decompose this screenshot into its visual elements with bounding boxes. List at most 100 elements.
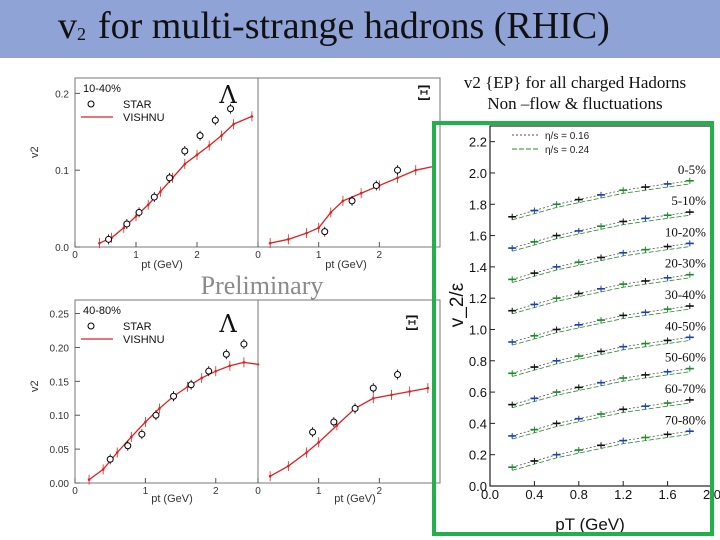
vishnu-point bbox=[220, 134, 223, 137]
x-tick-label: 2 bbox=[213, 486, 219, 497]
x-tick-label: 0 bbox=[255, 250, 261, 261]
x-tick-label: 2 bbox=[377, 486, 383, 497]
hadron-plot-frame bbox=[489, 125, 713, 487]
centrality-label: 10-40% bbox=[83, 83, 121, 95]
hadron-y-tick-label: 1.0 bbox=[469, 322, 487, 337]
star-point bbox=[369, 384, 377, 392]
vishnu-point bbox=[200, 376, 203, 380]
highlight-frame bbox=[432, 121, 714, 536]
hadron-band-curve-2 bbox=[512, 246, 690, 283]
vishnu-line bbox=[269, 387, 428, 477]
hadron-y-tick-label: 0.0 bbox=[469, 479, 487, 494]
hadron-x-tick-label: 1.6 bbox=[659, 487, 677, 502]
star-point bbox=[309, 428, 317, 436]
vishnu-point bbox=[305, 451, 308, 454]
vishnu-point bbox=[414, 168, 418, 172]
slide-title: v2 for multi-strange hadrons (RHIC) bbox=[58, 4, 610, 48]
hadron-legend-label-1: η/s = 0.16 bbox=[545, 131, 590, 142]
y-tick-label: 0.00 bbox=[50, 479, 70, 490]
x-tick-label: 2 bbox=[194, 250, 200, 261]
x-tick-label: 1 bbox=[143, 486, 149, 497]
y-tick-label: 0.20 bbox=[50, 343, 70, 354]
vishnu-point bbox=[426, 386, 430, 390]
centrality-label: 70-80% bbox=[665, 412, 706, 427]
y-tick-label: 0.0 bbox=[55, 243, 69, 254]
vishnu-point bbox=[207, 144, 211, 147]
star-point bbox=[196, 132, 204, 140]
vishnu-point bbox=[371, 396, 375, 400]
vishnu-point bbox=[329, 211, 333, 214]
y-tick-label: 0.05 bbox=[50, 445, 70, 456]
star-point bbox=[152, 411, 160, 419]
hadron-y-axis-label: v_2/ε bbox=[447, 282, 468, 327]
legend-vishnu-label: VISHNU bbox=[123, 112, 165, 124]
centrality-label: 40-50% bbox=[665, 318, 706, 333]
particle-label: Λ bbox=[218, 310, 237, 338]
hadron-x-axis-label: pT (GeV) bbox=[555, 515, 625, 534]
x-axis-label: pt (GeV) bbox=[325, 259, 367, 271]
hadron-x-tick-label: 0.0 bbox=[481, 487, 499, 502]
centrality-label: 5-10% bbox=[671, 193, 706, 208]
star-point bbox=[211, 116, 219, 124]
star-point bbox=[222, 350, 230, 358]
centrality-label: 60-70% bbox=[665, 381, 706, 396]
hadron-legend-label-2: η/s = 0.24 bbox=[545, 145, 590, 156]
x-tick-label: 0 bbox=[72, 250, 78, 261]
hadron-band-curve-2 bbox=[512, 433, 690, 471]
vishnu-point bbox=[228, 364, 232, 368]
star-point bbox=[135, 208, 143, 216]
title-subscript: 2 bbox=[77, 24, 86, 44]
hadron-y-tick-label: 1.4 bbox=[469, 260, 487, 275]
centrality-label: 10-20% bbox=[665, 224, 706, 239]
hadron-y-tick-label: 2.0 bbox=[469, 166, 487, 181]
star-point bbox=[166, 174, 174, 182]
x-axis-label: pt (GeV) bbox=[141, 259, 183, 271]
hadron-y-tick-label: 1.8 bbox=[469, 197, 487, 212]
vishnu-point bbox=[144, 420, 147, 424]
vishnu-point bbox=[268, 241, 272, 245]
vishnu-line bbox=[88, 361, 259, 481]
x-tick-label: 0 bbox=[72, 486, 78, 497]
vishnu-point bbox=[134, 214, 138, 218]
vishnu-point bbox=[101, 468, 105, 471]
title-v: v bbox=[58, 5, 77, 47]
x-axis-label: pt (GeV) bbox=[151, 493, 193, 505]
y-axis-label: v2 bbox=[29, 146, 41, 158]
vishnu-point bbox=[268, 474, 272, 478]
centrality-label: 30-40% bbox=[665, 287, 706, 302]
x-axis-label: pt (GeV) bbox=[334, 493, 376, 505]
star-point bbox=[351, 404, 359, 412]
hadron-x-tick-label: 0.8 bbox=[570, 487, 588, 502]
star-point bbox=[330, 418, 338, 426]
vishnu-point bbox=[146, 203, 150, 207]
star-point bbox=[240, 340, 248, 348]
vishnu-point bbox=[98, 241, 101, 245]
x-tick-label: 0 bbox=[255, 486, 261, 497]
panel-frame bbox=[257, 77, 441, 248]
hadron-band-curve-2 bbox=[512, 308, 690, 346]
hadron-x-tick-label: 1.2 bbox=[614, 487, 632, 502]
particle-label: Ξ bbox=[417, 81, 431, 105]
vishnu-point bbox=[305, 231, 308, 235]
vishnu-point bbox=[122, 226, 126, 230]
hadron-y-tick-label: 2.2 bbox=[469, 135, 487, 150]
vishnu-point bbox=[317, 226, 320, 230]
caption-line-2: Non –flow & fluctuations bbox=[487, 94, 663, 113]
star-point bbox=[138, 430, 146, 438]
vishnu-point bbox=[232, 122, 235, 126]
hadron-y-tick-label: 0.2 bbox=[469, 448, 487, 463]
particle-label: Ξ bbox=[405, 311, 419, 335]
star-point bbox=[181, 147, 189, 155]
star-point bbox=[187, 381, 195, 389]
hadron-x-tick-label: 0.4 bbox=[525, 487, 543, 502]
right-caption: v2 {EP} for all charged Hadorns Non –flo… bbox=[440, 72, 710, 114]
star-point bbox=[124, 442, 132, 450]
vishnu-point bbox=[214, 369, 218, 373]
panel-frame bbox=[257, 299, 441, 484]
x-tick-label: 1 bbox=[316, 250, 322, 261]
hadron-band-curve-2 bbox=[512, 183, 690, 221]
star-point bbox=[394, 371, 402, 379]
vishnu-point bbox=[359, 191, 363, 195]
x-tick-label: 1 bbox=[316, 486, 322, 497]
y-tick-label: 0.15 bbox=[50, 377, 70, 388]
